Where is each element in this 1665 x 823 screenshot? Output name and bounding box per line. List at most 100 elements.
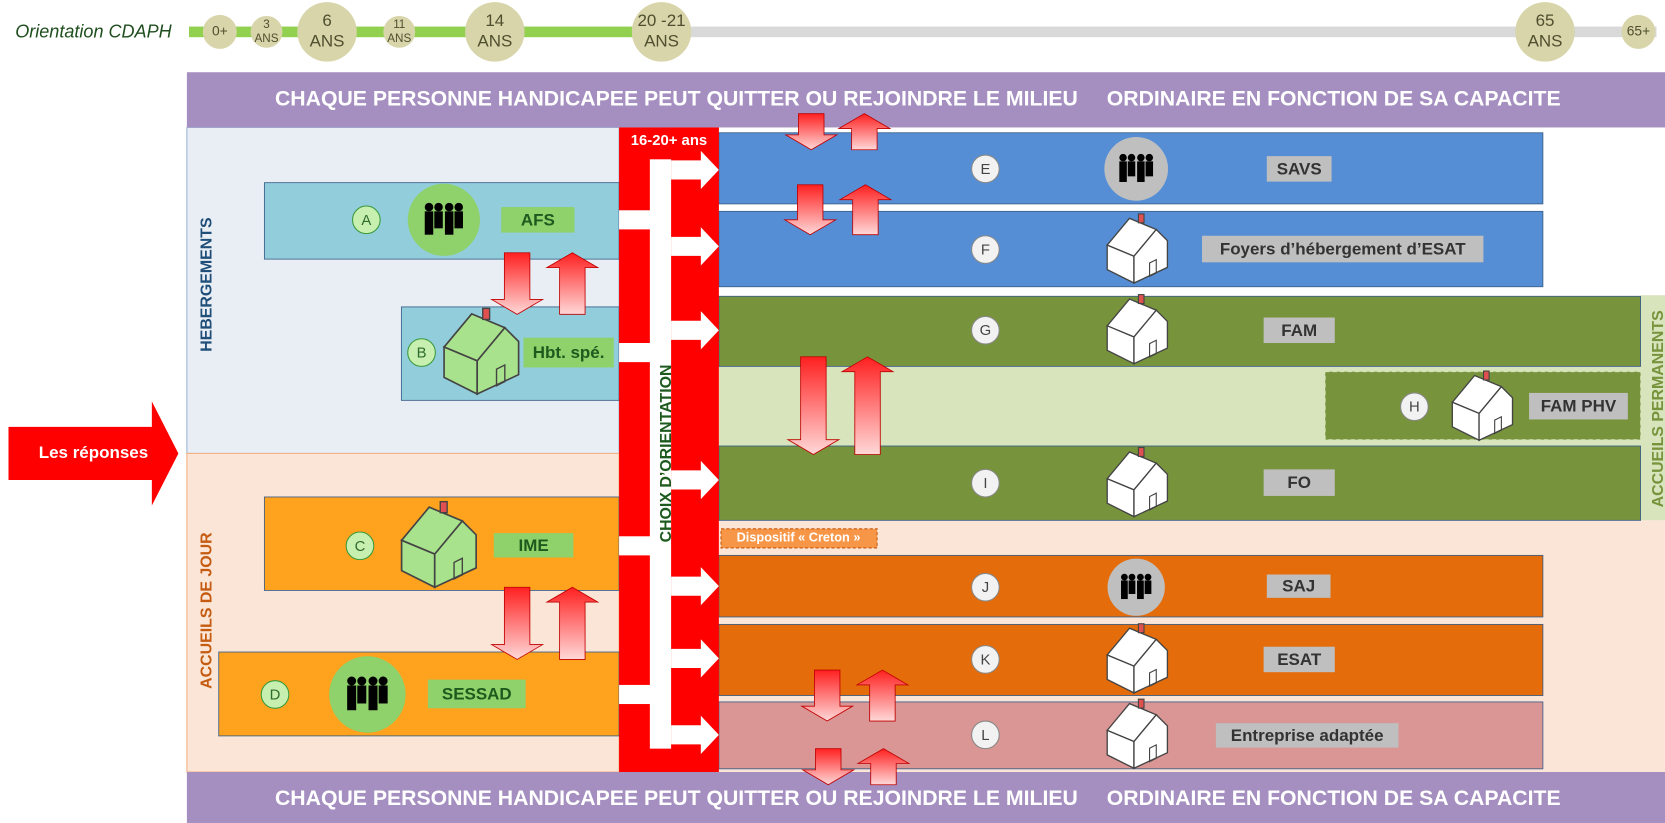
service-label: IME (518, 536, 548, 555)
service-letter: L (981, 728, 989, 744)
service-letter: I (983, 476, 987, 492)
house-chimney (1138, 214, 1144, 223)
service-box (719, 296, 1641, 366)
age-label: ANS (477, 32, 512, 51)
banner-text: ORDINAIRE EN FONCTION DE SA CAPACITE (1107, 787, 1561, 810)
service-label: FAM (1281, 321, 1317, 340)
entry-bar (619, 536, 651, 555)
age-label: 20 -21 (637, 11, 685, 30)
person-body (1128, 161, 1135, 176)
person-head (425, 203, 433, 211)
person-body (1137, 161, 1144, 182)
person-body (1129, 580, 1136, 593)
service-letter: F (981, 243, 990, 259)
service-label: FO (1287, 473, 1311, 492)
person-head (434, 203, 442, 211)
person-head (454, 203, 462, 211)
person-body (454, 211, 462, 228)
person-head (357, 676, 366, 685)
age-label: 6 (322, 11, 331, 30)
service-label: FAM PHV (1541, 397, 1617, 416)
entry-bar (619, 343, 651, 362)
person-body (1121, 580, 1128, 599)
service-label: Foyers d’hébergement d’ESAT (1220, 240, 1466, 259)
person-head (1121, 574, 1128, 581)
section-label: ACCUEILS DE JOUR (198, 532, 215, 689)
person-body (1145, 580, 1152, 593)
person-head (445, 203, 453, 211)
creton-label: Dispositif « Creton » (737, 530, 861, 545)
section-label: ACCUEILS PERMANENTS (1650, 310, 1665, 507)
person-body (445, 211, 453, 234)
person-body (379, 685, 388, 703)
service-label: SAVS (1277, 159, 1322, 178)
service-letter: A (361, 213, 371, 229)
age-label: ANS (255, 32, 279, 45)
timeline-label: Orientation CDAPH (15, 22, 172, 42)
person-head (1146, 154, 1153, 161)
house-chimney (1138, 295, 1144, 304)
person-head (1137, 154, 1144, 161)
age-label: 3 (263, 18, 270, 31)
entry-bar (619, 685, 651, 704)
age-label: 0+ (212, 24, 228, 39)
person-body (1119, 161, 1126, 182)
person-head (1128, 154, 1135, 161)
service-label: ESAT (1277, 650, 1322, 669)
service-letter: D (270, 687, 281, 703)
age-label: ANS (310, 32, 345, 51)
person-head (1145, 574, 1152, 581)
house-chimney (440, 502, 447, 513)
people-icon (1108, 559, 1165, 616)
service-label: Hbt. spé. (533, 343, 605, 362)
person-body (1146, 161, 1153, 176)
service-letter: H (1409, 400, 1420, 416)
person-body (357, 685, 366, 703)
entry-bar (619, 210, 651, 229)
banner-text: CHAQUE PERSONNE HANDICAPEE PEUT QUITTER … (275, 787, 1078, 810)
section-label: HEBERGEMENTS (198, 217, 215, 351)
service-letter: E (980, 162, 990, 178)
orientation-label: CHOIX D’ORIENTATION (658, 364, 675, 542)
people-icon (1104, 137, 1168, 201)
age-label: 14 (485, 11, 504, 30)
service-letter: C (355, 539, 366, 555)
person-head (1137, 574, 1144, 581)
diagram: ACCUEILS PERMANENTSOrientation CDAPH0+3A… (0, 0, 1665, 823)
person-body (1137, 580, 1144, 599)
hebergements-region (187, 127, 619, 453)
banner-text: CHAQUE PERSONNE HANDICAPEE PEUT QUITTER … (275, 87, 1078, 110)
person-body (425, 211, 433, 234)
house-chimney (1484, 371, 1490, 380)
house-chimney (483, 308, 490, 319)
service-label: AFS (521, 210, 555, 229)
service-label: Entreprise adaptée (1231, 726, 1384, 745)
person-body (369, 685, 378, 710)
person-head (1119, 154, 1126, 161)
timeline-line-gray (656, 27, 1656, 38)
age-label: ANS (387, 32, 411, 45)
banner-text: ORDINAIRE EN FONCTION DE SA CAPACITE (1107, 87, 1561, 110)
person-head (369, 676, 378, 685)
service-box (719, 446, 1641, 520)
house-chimney (1138, 699, 1144, 708)
person-head (1129, 574, 1136, 581)
age-label: ANS (1528, 32, 1563, 51)
orientation-age: 16-20+ ans (631, 133, 707, 149)
service-letter: J (982, 580, 989, 596)
service-letter: B (417, 346, 427, 362)
service-label: SAJ (1282, 577, 1315, 596)
age-label: 11 (393, 18, 405, 31)
people-icon (329, 656, 405, 732)
service-letter: K (980, 652, 990, 668)
house-chimney (1138, 447, 1144, 456)
people-icon (408, 184, 480, 256)
service-label: SESSAD (442, 685, 512, 704)
responses-label: Les réponses (39, 443, 148, 462)
person-body (347, 685, 356, 710)
age-label: 65 (1536, 11, 1555, 30)
age-label: 65+ (1627, 24, 1650, 39)
person-body (434, 211, 442, 228)
person-head (379, 676, 388, 685)
service-letter: G (980, 323, 992, 339)
